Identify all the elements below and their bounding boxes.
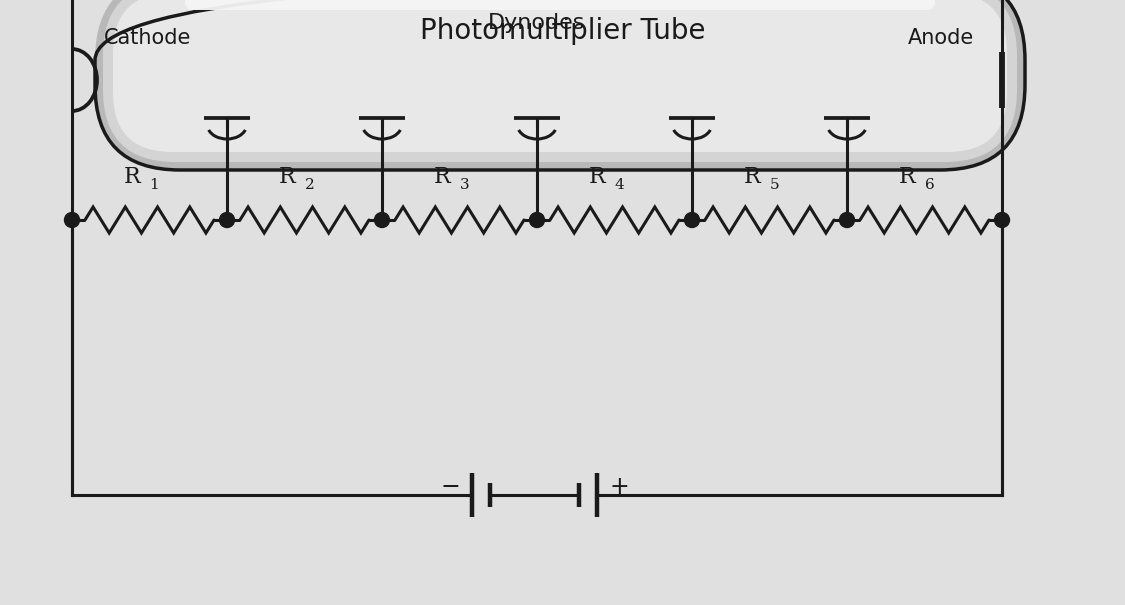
Text: 6: 6 [925, 178, 934, 192]
Text: Anode: Anode [908, 28, 974, 48]
Text: Photomultiplier Tube: Photomultiplier Tube [420, 17, 705, 45]
Text: R: R [899, 166, 916, 188]
Text: R: R [279, 166, 296, 188]
Circle shape [64, 212, 80, 227]
Circle shape [839, 212, 855, 227]
FancyBboxPatch shape [112, 0, 1007, 152]
Text: 2: 2 [305, 178, 314, 192]
Text: R: R [434, 166, 450, 188]
Text: R: R [124, 166, 141, 188]
FancyBboxPatch shape [104, 0, 1017, 162]
Text: −: − [440, 475, 460, 499]
Text: Cathode: Cathode [104, 28, 191, 48]
Circle shape [994, 212, 1009, 227]
Text: 5: 5 [770, 178, 780, 192]
FancyBboxPatch shape [94, 0, 1025, 170]
Text: +: + [609, 475, 629, 499]
Text: R: R [744, 166, 760, 188]
Circle shape [684, 212, 700, 227]
FancyBboxPatch shape [184, 0, 935, 10]
Circle shape [375, 212, 389, 227]
Text: Dynodes: Dynodes [488, 13, 586, 33]
Text: R: R [588, 166, 605, 188]
Circle shape [219, 212, 234, 227]
Text: 1: 1 [150, 178, 160, 192]
Circle shape [530, 212, 544, 227]
Text: 4: 4 [614, 178, 624, 192]
Text: 3: 3 [459, 178, 469, 192]
